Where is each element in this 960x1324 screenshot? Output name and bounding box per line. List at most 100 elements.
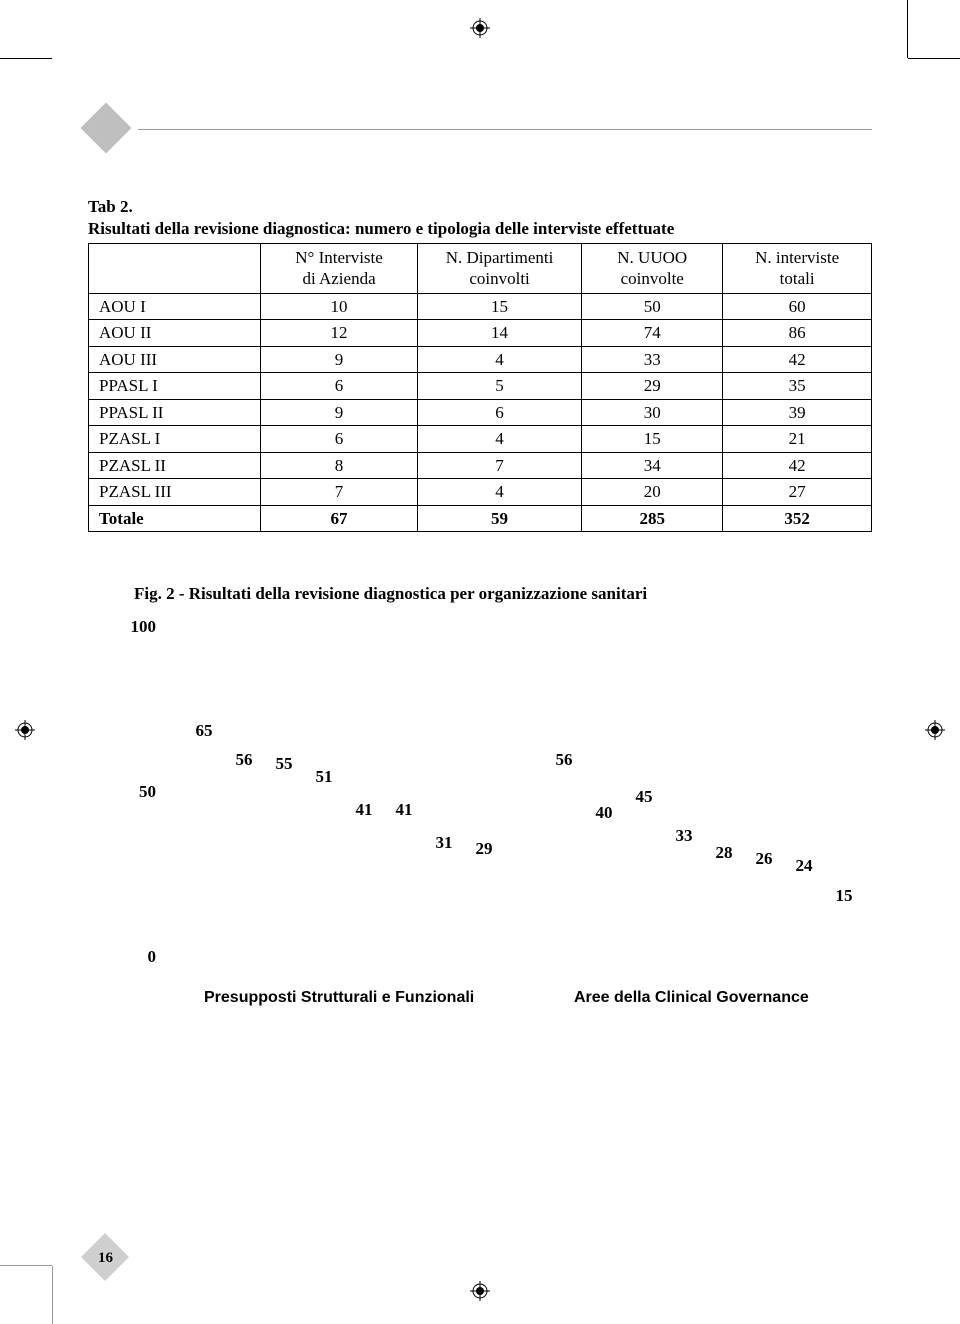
table-cell: 352 bbox=[723, 505, 872, 532]
table-row: Totale6759285352 bbox=[89, 505, 872, 532]
chart-bar-value: 26 bbox=[744, 849, 784, 869]
table-cell: 50 bbox=[582, 293, 723, 320]
chart-ytick: 100 bbox=[116, 617, 156, 637]
page-number: 16 bbox=[98, 1250, 113, 1267]
table-cell: 42 bbox=[723, 346, 872, 373]
table-header-cell: N. UUOOcoinvolte bbox=[582, 244, 723, 294]
table-cell: 86 bbox=[723, 320, 872, 347]
table-row: AOU II12147486 bbox=[89, 320, 872, 347]
table-cell: 21 bbox=[723, 426, 872, 453]
table-cell: 9 bbox=[261, 346, 418, 373]
chart-bar-value: 31 bbox=[424, 833, 464, 853]
chart-bar-value: 56 bbox=[544, 750, 584, 770]
table-cell: 6 bbox=[261, 373, 418, 400]
table-block: Tab 2. Risultati della revisione diagnos… bbox=[88, 197, 872, 532]
table-cell: 34 bbox=[582, 452, 723, 479]
chart-ytick: 0 bbox=[116, 947, 156, 967]
table-cell: 12 bbox=[261, 320, 418, 347]
chart-category-label: Presupposti Strutturali e Funzionali bbox=[204, 989, 474, 1007]
registration-mark-bottom bbox=[470, 1281, 490, 1306]
table-header-cell: N° Intervistedi Azienda bbox=[261, 244, 418, 294]
table-cell: 74 bbox=[582, 320, 723, 347]
table-cell: AOU I bbox=[89, 293, 261, 320]
chart-bar-value: 29 bbox=[464, 839, 504, 859]
figure-block: Fig. 2 - Risultati della revisione diagn… bbox=[88, 584, 872, 1012]
table-cell: 7 bbox=[417, 452, 581, 479]
chart-bar-value: 28 bbox=[704, 843, 744, 863]
table-cell: 29 bbox=[582, 373, 723, 400]
chart-bar-value: 45 bbox=[624, 787, 664, 807]
table-cell: 4 bbox=[417, 346, 581, 373]
table-row: AOU I10155060 bbox=[89, 293, 872, 320]
header-rule bbox=[138, 129, 872, 130]
table-cell: 39 bbox=[723, 399, 872, 426]
table-cell: 285 bbox=[582, 505, 723, 532]
chart-ytick: 50 bbox=[116, 782, 156, 802]
table-cell: 67 bbox=[261, 505, 418, 532]
table-cell: 42 bbox=[723, 452, 872, 479]
table-cell: 14 bbox=[417, 320, 581, 347]
table-header-cell bbox=[89, 244, 261, 294]
table-cell: PZASL II bbox=[89, 452, 261, 479]
crop-mark bbox=[52, 1266, 53, 1324]
table-caption-line2: Risultati della revisione diagnostica: n… bbox=[88, 219, 872, 239]
table-cell: 27 bbox=[723, 479, 872, 506]
chart-bar-value: 15 bbox=[824, 886, 864, 906]
table-cell: 4 bbox=[417, 426, 581, 453]
header-diamond-icon bbox=[81, 103, 132, 154]
figure-title: Fig. 2 - Risultati della revisione diagn… bbox=[134, 584, 872, 604]
crop-mark bbox=[0, 58, 52, 59]
chart-bar-value: 55 bbox=[264, 754, 304, 774]
table-cell: 35 bbox=[723, 373, 872, 400]
chart-category-label: Aree della Clinical Governance bbox=[574, 989, 809, 1007]
chart-bar-value: 56 bbox=[224, 750, 264, 770]
table-row: PPASL I652935 bbox=[89, 373, 872, 400]
table-header-cell: N. intervistetotali bbox=[723, 244, 872, 294]
table-row: AOU III943342 bbox=[89, 346, 872, 373]
table-cell: 60 bbox=[723, 293, 872, 320]
registration-mark-left bbox=[15, 720, 35, 745]
data-table: N° Intervistedi AziendaN. Dipartimentico… bbox=[88, 243, 872, 532]
page-content: Tab 2. Risultati della revisione diagnos… bbox=[88, 125, 872, 1012]
table-cell: Totale bbox=[89, 505, 261, 532]
chart-bar-value: 51 bbox=[304, 767, 344, 787]
registration-mark-top bbox=[470, 18, 490, 43]
table-cell: 5 bbox=[417, 373, 581, 400]
table-row: PZASL III742027 bbox=[89, 479, 872, 506]
table-cell: 9 bbox=[261, 399, 418, 426]
table-cell: AOU II bbox=[89, 320, 261, 347]
table-row: PZASL II873442 bbox=[89, 452, 872, 479]
table-cell: PZASL III bbox=[89, 479, 261, 506]
registration-mark-right bbox=[925, 720, 945, 745]
table-cell: AOU III bbox=[89, 346, 261, 373]
crop-mark bbox=[0, 1265, 52, 1266]
table-header-cell: N. Dipartimenticoinvolti bbox=[417, 244, 581, 294]
table-cell: 59 bbox=[417, 505, 581, 532]
table-cell: 4 bbox=[417, 479, 581, 506]
table-cell: 7 bbox=[261, 479, 418, 506]
table-cell: 20 bbox=[582, 479, 723, 506]
table-cell: 15 bbox=[417, 293, 581, 320]
table-cell: 6 bbox=[417, 399, 581, 426]
crop-mark bbox=[907, 0, 908, 58]
chart-bar-value: 40 bbox=[584, 803, 624, 823]
table-cell: 15 bbox=[582, 426, 723, 453]
table-cell: PZASL I bbox=[89, 426, 261, 453]
crop-mark bbox=[908, 58, 960, 59]
chart-bar-value: 24 bbox=[784, 856, 824, 876]
table-caption-line1: Tab 2. bbox=[88, 197, 872, 217]
table-cell: 6 bbox=[261, 426, 418, 453]
chart-bar-value: 65 bbox=[184, 721, 224, 741]
table-cell: PPASL II bbox=[89, 399, 261, 426]
chart-bar-value: 41 bbox=[384, 800, 424, 820]
chart-bar-value: 33 bbox=[664, 826, 704, 846]
table-cell: PPASL I bbox=[89, 373, 261, 400]
table-cell: 33 bbox=[582, 346, 723, 373]
table-row: PZASL I641521 bbox=[89, 426, 872, 453]
bar-chart: 05010065565551414131295640453328262415Pr… bbox=[88, 612, 872, 1012]
table-cell: 8 bbox=[261, 452, 418, 479]
table-row: PPASL II963039 bbox=[89, 399, 872, 426]
table-cell: 10 bbox=[261, 293, 418, 320]
table-cell: 30 bbox=[582, 399, 723, 426]
chart-bar-value: 41 bbox=[344, 800, 384, 820]
